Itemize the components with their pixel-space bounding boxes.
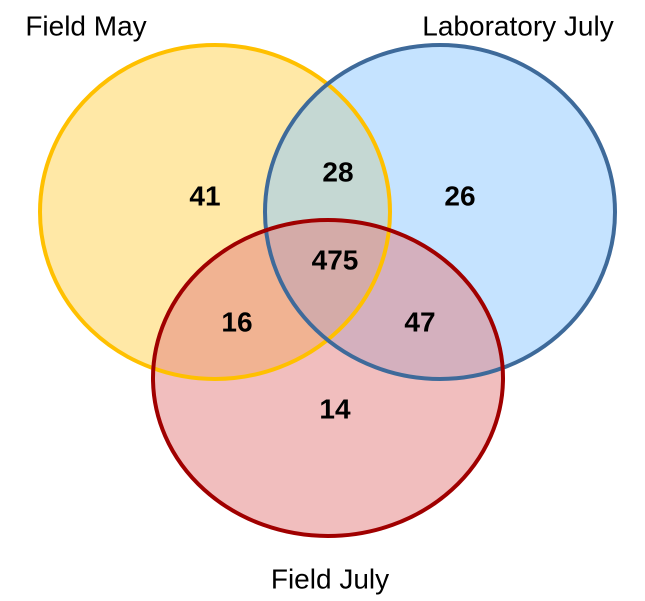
region-count: 28 xyxy=(322,156,353,187)
region-count: 26 xyxy=(444,180,475,211)
set-label: Field May xyxy=(25,10,146,41)
region-count: 47 xyxy=(404,306,435,337)
set-outline xyxy=(263,43,617,381)
set-outline xyxy=(151,218,505,538)
set-fill xyxy=(153,220,503,536)
set-label: Laboratory July xyxy=(422,10,613,41)
region-count: 475 xyxy=(312,244,359,275)
set-label: Field July xyxy=(271,563,389,594)
region-count: 16 xyxy=(221,306,252,337)
set-outline xyxy=(38,43,392,381)
region-count: 14 xyxy=(319,393,351,424)
region-count: 41 xyxy=(189,180,220,211)
